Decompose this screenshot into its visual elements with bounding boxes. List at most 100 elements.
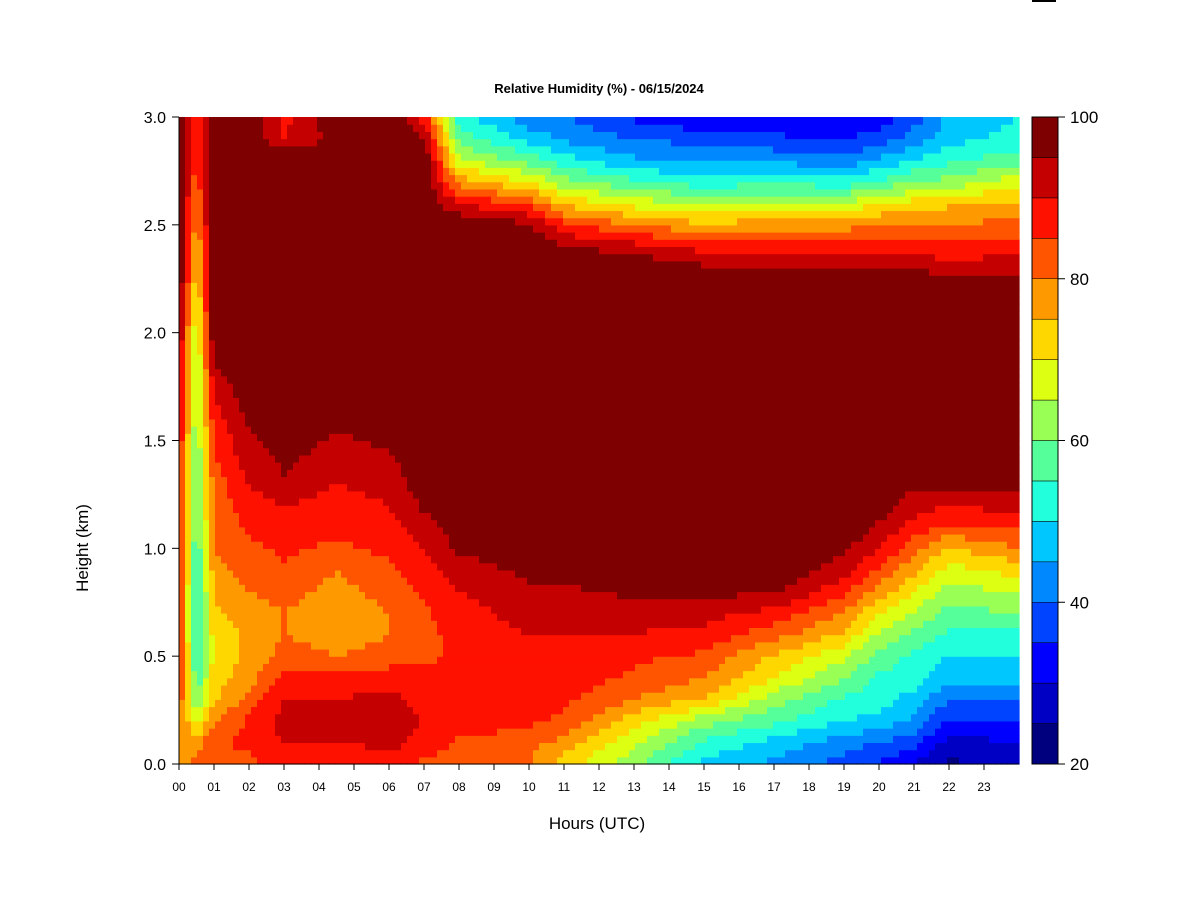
heatmap-cell [329,131,336,139]
heatmap-cell [407,275,414,283]
heatmap-cell [401,642,408,650]
heatmap-cell [467,304,474,312]
heatmap-cell [245,721,252,729]
heatmap-cell [503,484,510,492]
heatmap-cell [455,591,462,599]
heatmap-cell [245,376,252,384]
heatmap-cell [395,699,402,707]
heatmap-cell [347,563,354,571]
heatmap-cell [371,397,378,405]
heatmap-cell [329,527,336,535]
heatmap-cell [395,663,402,671]
heatmap-cell [287,692,294,700]
heatmap-cell [479,735,486,743]
heatmap-cell [491,714,498,722]
heatmap-cell [281,290,288,298]
heatmap-cell [299,527,306,535]
heatmap-cell [281,325,288,333]
heatmap-cell [269,397,276,405]
heatmap-cell [179,498,186,506]
heatmap-cell [263,203,270,211]
heatmap-cell [449,757,456,765]
heatmap-cell [365,620,372,628]
heatmap-cell [431,656,438,664]
heatmap-cell [293,527,300,535]
heatmap-cell [455,203,462,211]
heatmap-cell [275,117,282,125]
heatmap-cell [311,714,318,722]
heatmap-cell [455,606,462,614]
heatmap-cell [485,347,492,355]
heatmap-cell [263,225,270,233]
heatmap-cell [185,512,192,520]
heatmap-cell [287,750,294,758]
heatmap-cell [383,491,390,499]
heatmap-cell [443,728,450,736]
heatmap-cell [269,699,276,707]
heatmap-cell [305,685,312,693]
heatmap-cell [269,268,276,276]
heatmap-cell [467,419,474,427]
heatmap-cell [407,556,414,564]
heatmap-cell [281,139,288,147]
heatmap-cell [257,721,264,729]
heatmap-cell [407,548,414,556]
heatmap-cell [443,620,450,628]
heatmap-cell [395,412,402,420]
heatmap-cell [257,563,264,571]
heatmap-cell [281,750,288,758]
heatmap-cell [341,663,348,671]
heatmap-cell [407,728,414,736]
heatmap-cell [347,577,354,585]
heatmap-cell [479,721,486,729]
heatmap-cell [323,685,330,693]
heatmap-cell [335,304,342,312]
heatmap-cell [269,304,276,312]
heatmap-cell [263,167,270,175]
heatmap-cell [389,146,396,154]
heatmap-cell [245,390,252,398]
heatmap-cell [329,397,336,405]
heatmap-cell [371,563,378,571]
heatmap-cell [347,354,354,362]
heatmap-cell [221,232,228,240]
heatmap-cell [425,182,432,190]
heatmap-cell [305,117,312,125]
heatmap-cell [323,225,330,233]
heatmap-cell [281,613,288,621]
heatmap-cell [317,750,324,758]
heatmap-cell [197,297,204,305]
heatmap-cell [485,397,492,405]
heatmap-cell [329,218,336,226]
heatmap-cell [395,426,402,434]
heatmap-cell [305,275,312,283]
heatmap-cell [353,232,360,240]
heatmap-cell [485,318,492,326]
heatmap-cell [311,656,318,664]
heatmap-cell [491,354,498,362]
heatmap-cell [233,311,240,319]
heatmap-cell [485,663,492,671]
heatmap-cell [269,735,276,743]
heatmap-cell [299,304,306,312]
heatmap-cell [233,750,240,758]
heatmap-cell [341,534,348,542]
heatmap-cell [491,721,498,729]
heatmap-cell [251,577,258,585]
heatmap-cell [365,512,372,520]
heatmap-cell [485,512,492,520]
heatmap-cell [407,750,414,758]
heatmap-cell [257,685,264,693]
heatmap-cell [425,117,432,125]
heatmap-cell [371,153,378,161]
heatmap-cell [179,584,186,592]
heatmap-cell [263,290,270,298]
heatmap-cell [245,620,252,628]
heatmap-cell [317,268,324,276]
heatmap-cell [233,642,240,650]
heatmap-cell [503,196,510,204]
heatmap-cell [209,757,216,765]
heatmap-cell [389,361,396,369]
heatmap-cell [401,189,408,197]
heatmap-cell [203,721,210,729]
